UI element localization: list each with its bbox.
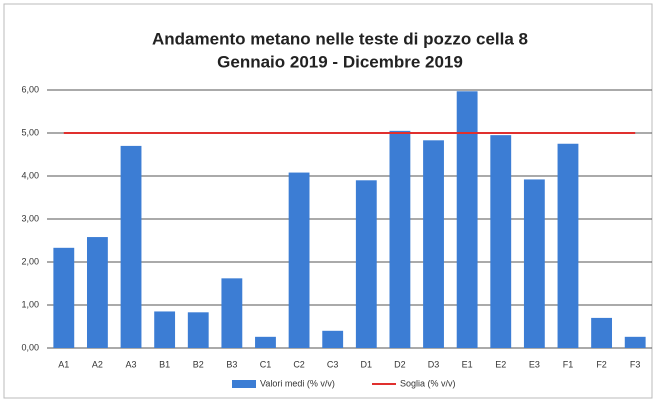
y-tick-label: 2,00 (21, 256, 39, 266)
x-tick-label: B3 (226, 359, 237, 369)
x-tick-label: B1 (159, 359, 170, 369)
x-tick-label: D1 (361, 359, 373, 369)
bar (389, 130, 411, 348)
chart-title: Andamento metano nelle teste di pozzo ce… (152, 29, 528, 48)
x-tick-label: F3 (630, 359, 641, 369)
x-tick-label: B2 (193, 359, 204, 369)
x-tick-label: A1 (58, 359, 69, 369)
bar (154, 311, 176, 348)
legend-label: Valori medi (% v/v) (260, 378, 335, 388)
bar (624, 336, 646, 348)
bar (557, 143, 579, 348)
y-tick-label: 0,00 (21, 342, 39, 352)
x-tick-label: C1 (260, 359, 272, 369)
bar (523, 179, 545, 348)
bar (456, 91, 478, 348)
y-tick-label: 1,00 (21, 299, 39, 309)
x-tick-label: F2 (596, 359, 607, 369)
x-tick-label: D3 (428, 359, 440, 369)
x-tick-label: F1 (563, 359, 574, 369)
y-tick-label: 4,00 (21, 170, 39, 180)
x-tick-label: A3 (126, 359, 137, 369)
x-tick-label: A2 (92, 359, 103, 369)
bar (221, 278, 243, 348)
bar (423, 140, 444, 348)
x-tick-label: E3 (529, 359, 540, 369)
y-tick-label: 5,00 (21, 127, 39, 137)
bar (86, 237, 108, 348)
bar (288, 172, 310, 348)
y-tick-label: 6,00 (21, 84, 39, 94)
x-tick-label: E2 (495, 359, 506, 369)
legend-label: Soglia (% v/v) (400, 378, 456, 388)
legend-swatch (232, 380, 256, 388)
y-tick-label: 3,00 (21, 213, 39, 223)
x-tick-label: C2 (293, 359, 305, 369)
x-tick-label: D2 (394, 359, 406, 369)
bar (255, 336, 276, 348)
bar (53, 247, 75, 348)
bar (355, 180, 377, 348)
x-tick-label: C3 (327, 359, 339, 369)
bar (120, 145, 142, 348)
bar (591, 317, 613, 348)
chart-subtitle: Gennaio 2019 - Dicembre 2019 (217, 52, 463, 71)
bar (322, 330, 344, 348)
bar (490, 135, 512, 348)
bar (187, 312, 209, 348)
x-tick-label: E1 (462, 359, 473, 369)
